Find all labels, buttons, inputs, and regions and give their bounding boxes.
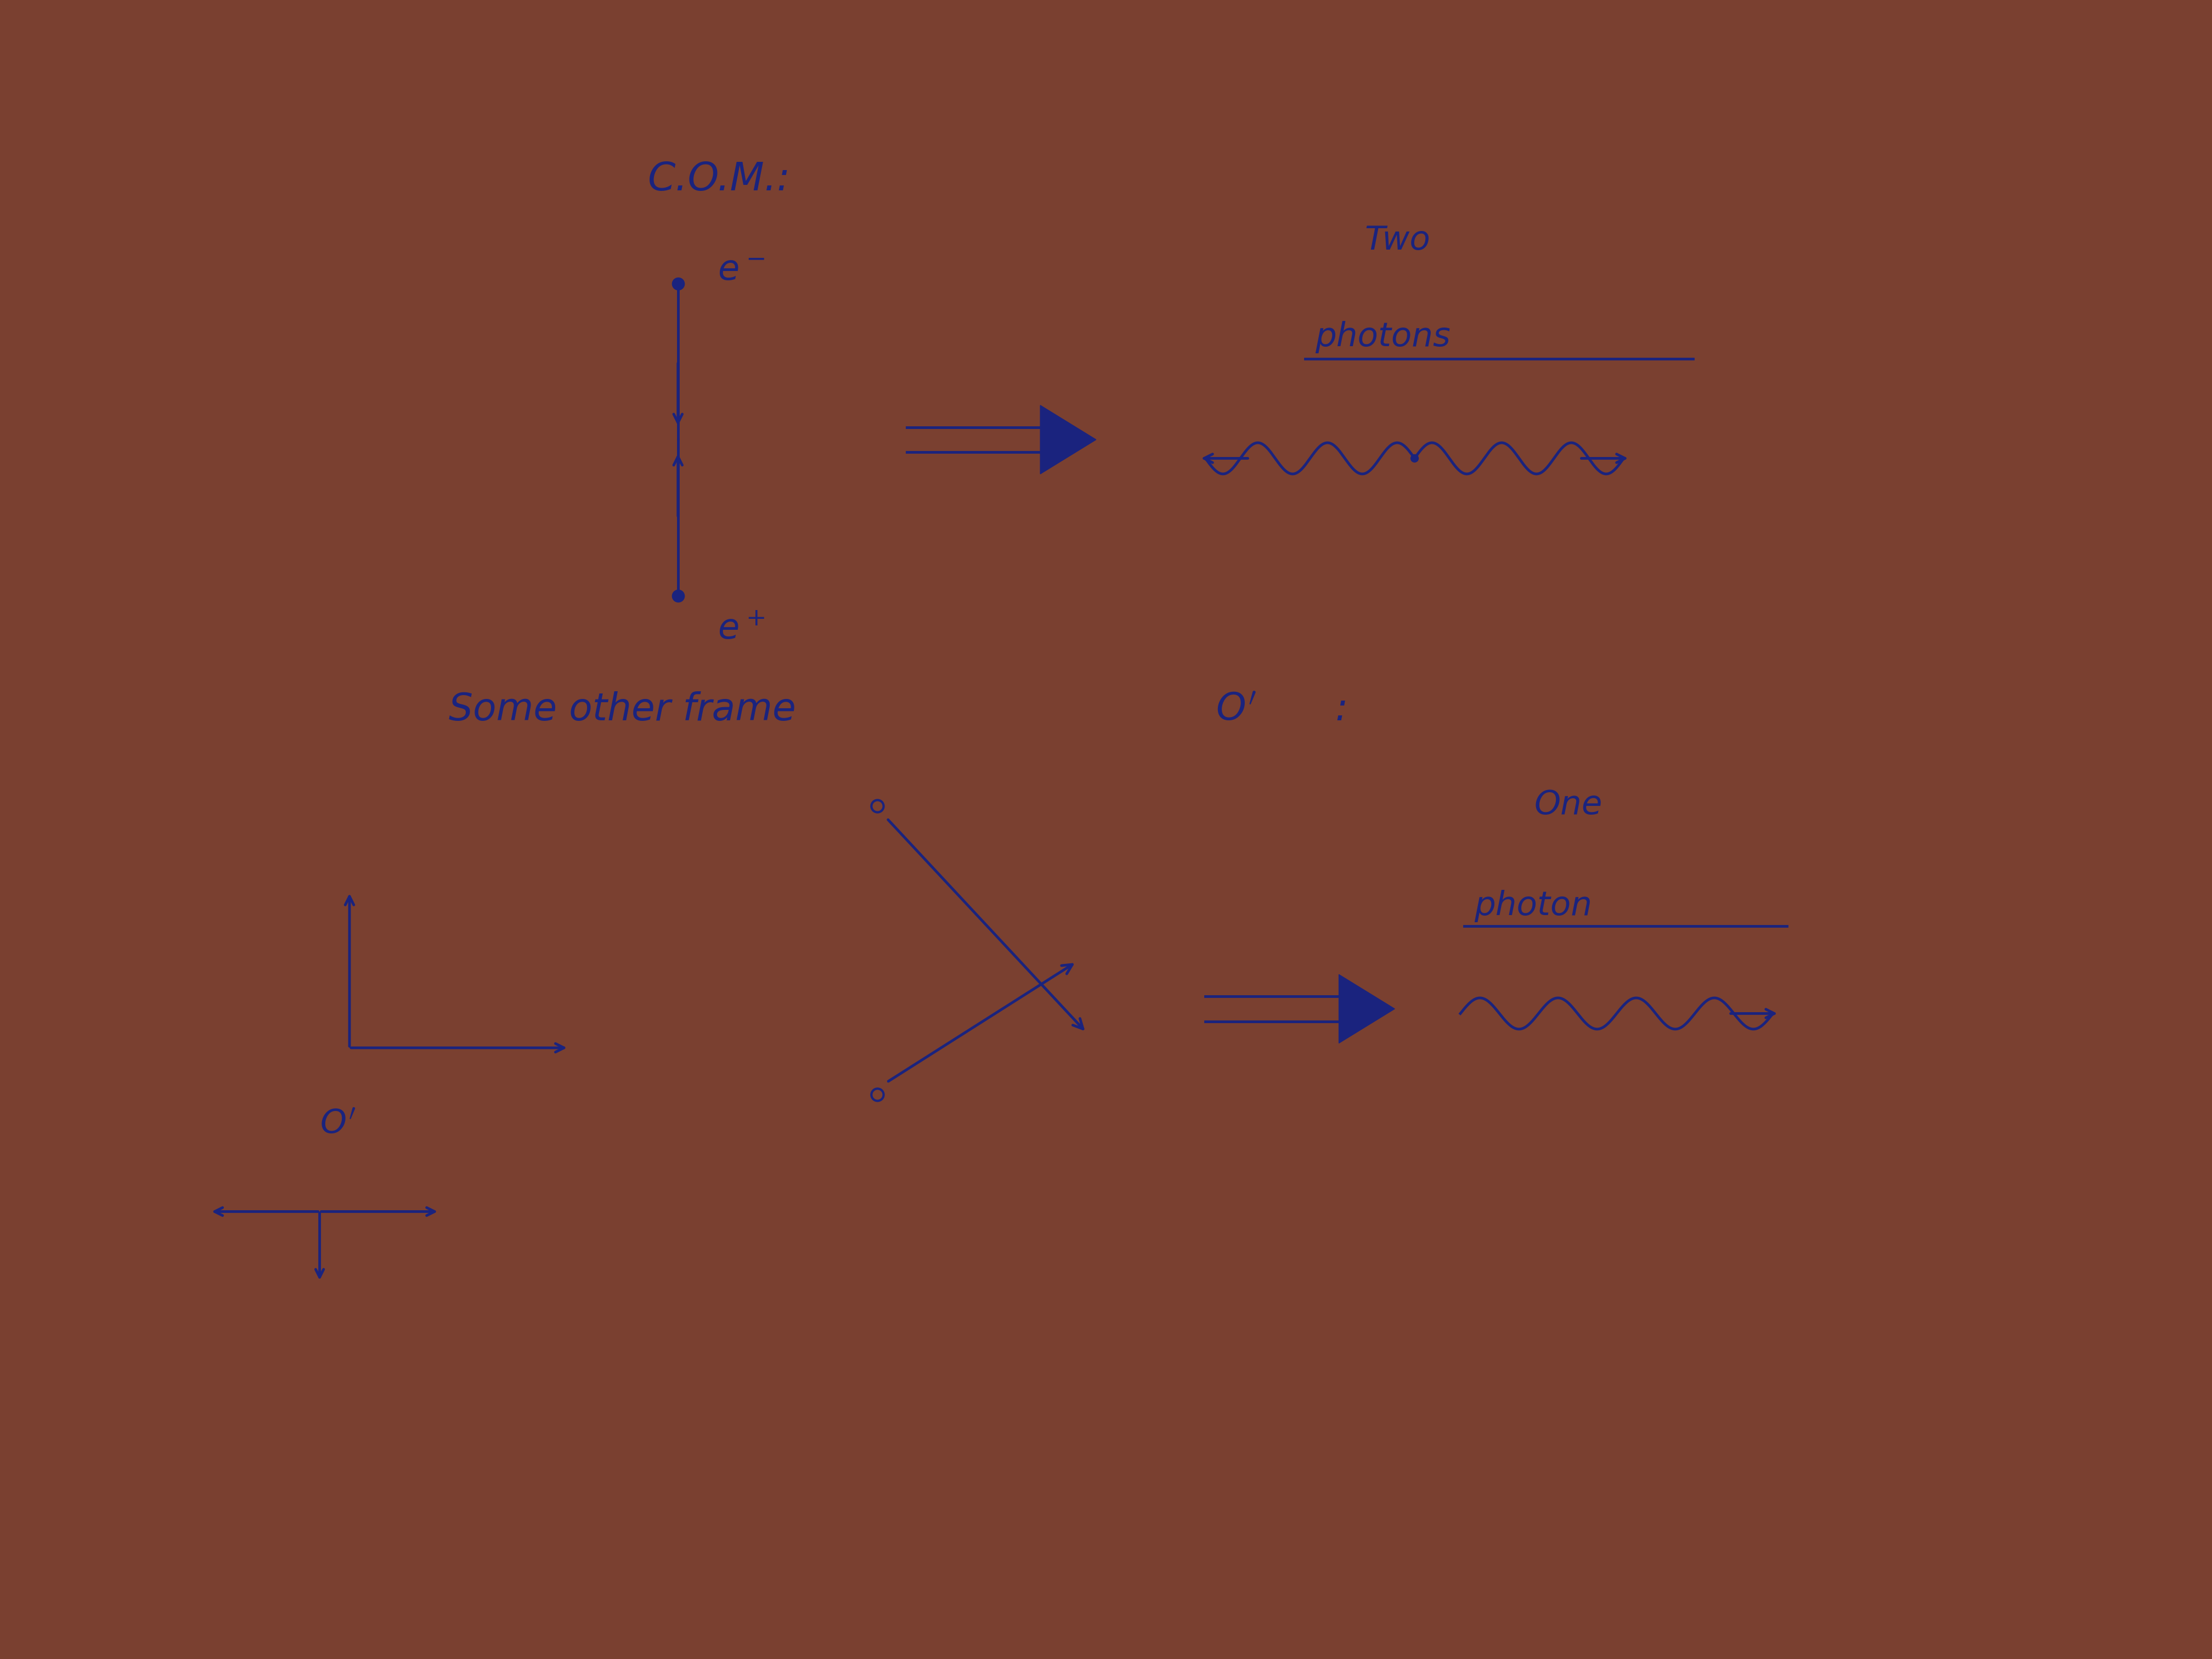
Polygon shape xyxy=(1040,405,1097,474)
Text: Some other frame: Some other frame xyxy=(449,692,796,728)
Text: One: One xyxy=(1535,788,1601,821)
Text: $O'$: $O'$ xyxy=(1217,692,1256,728)
Polygon shape xyxy=(1338,974,1396,1044)
Text: $O'$: $O'$ xyxy=(319,1108,356,1141)
Text: Two: Two xyxy=(1365,224,1431,257)
Text: photon: photon xyxy=(1473,889,1593,922)
Text: $e^-$: $e^-$ xyxy=(719,254,765,287)
Text: C.O.M.:: C.O.M.: xyxy=(648,161,792,199)
Text: photons: photons xyxy=(1314,320,1451,353)
Text: $e^+$: $e^+$ xyxy=(719,612,765,647)
Text: :: : xyxy=(1336,692,1347,728)
